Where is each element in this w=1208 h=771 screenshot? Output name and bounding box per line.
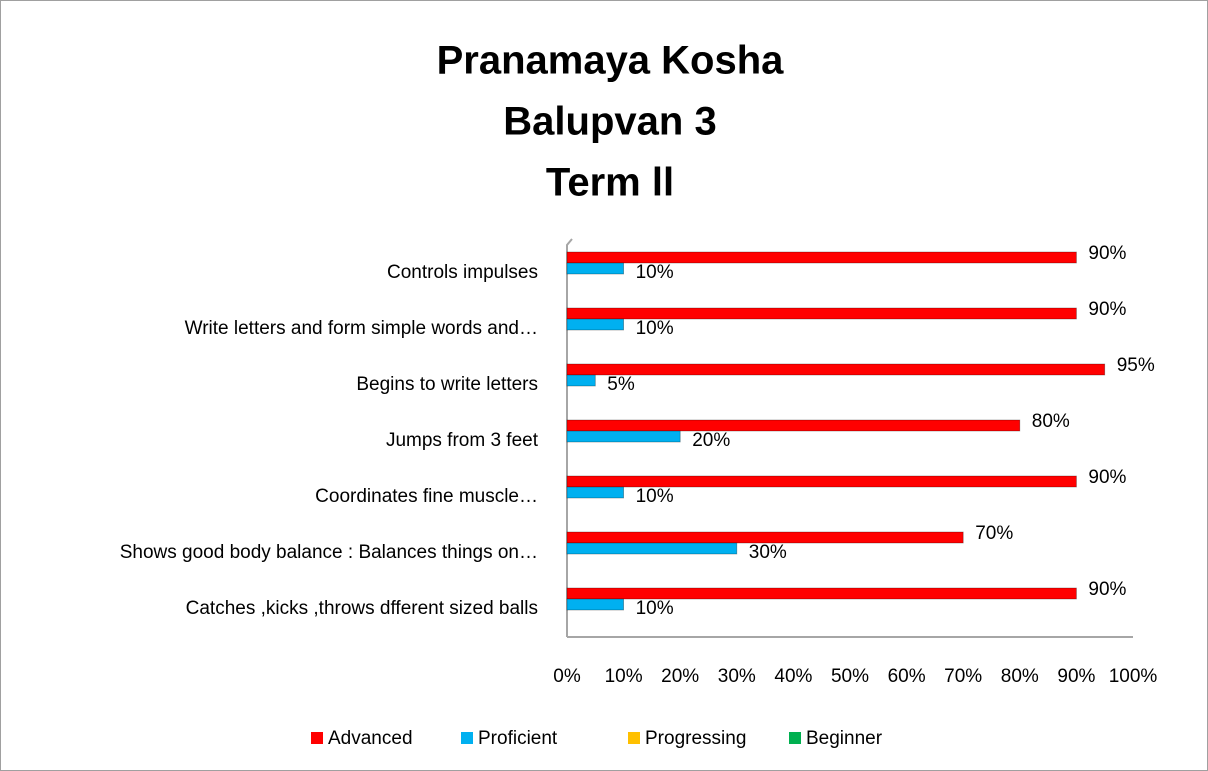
data-label: 10%	[636, 262, 674, 283]
y-tick-label: Shows good body balance : Balances thing…	[120, 542, 538, 563]
y-tick-label: Write letters and form simple words and…	[185, 318, 538, 339]
legend-label: Proficient	[478, 728, 558, 749]
y-tick-label: Begins to write letters	[356, 374, 538, 395]
chart-title: Pranamaya Kosha	[437, 39, 785, 83]
y-tick-label: Controls impulses	[387, 262, 538, 283]
legend-swatch	[628, 732, 640, 744]
bar	[566, 587, 1077, 600]
y-tick-label: Coordinates fine muscle…	[315, 486, 538, 507]
x-tick-label: 0%	[553, 666, 581, 687]
legend-label: Beginner	[806, 728, 883, 749]
data-label: 90%	[1088, 467, 1126, 488]
legend-swatch	[461, 732, 473, 744]
chart-title: Balupvan 3	[503, 100, 716, 144]
x-tick-label: 10%	[605, 666, 643, 687]
bar	[566, 598, 624, 611]
bar	[566, 486, 624, 499]
x-tick-label: 50%	[831, 666, 869, 687]
data-label: 10%	[636, 318, 674, 339]
bar	[566, 262, 624, 275]
data-label: 20%	[692, 430, 730, 451]
data-label: 95%	[1117, 355, 1155, 376]
bar	[566, 419, 1021, 432]
bar	[566, 374, 596, 387]
x-tick-label: 40%	[774, 666, 812, 687]
data-label: 10%	[636, 598, 674, 619]
data-label: 5%	[607, 374, 635, 395]
y-tick-label: Catches ,kicks ,throws dfferent sized ba…	[186, 598, 538, 619]
x-tick-label: 20%	[661, 666, 699, 687]
data-label: 70%	[975, 523, 1013, 544]
bar	[566, 531, 964, 544]
data-label: 80%	[1032, 411, 1070, 432]
y-axis	[566, 238, 573, 637]
data-label: 90%	[1088, 299, 1126, 320]
legend-swatch	[789, 732, 801, 744]
bar	[566, 251, 1077, 264]
bar	[566, 363, 1106, 376]
bar	[566, 430, 681, 443]
y-tick-label: Jumps from 3 feet	[386, 430, 539, 451]
data-label: 10%	[636, 486, 674, 507]
bar	[566, 318, 624, 331]
legend-swatch	[311, 732, 323, 744]
data-label: 30%	[749, 542, 787, 563]
x-tick-label: 30%	[718, 666, 756, 687]
bar	[566, 307, 1077, 320]
x-tick-label: 70%	[944, 666, 982, 687]
legend-label: Advanced	[328, 728, 413, 749]
x-tick-label: 100%	[1109, 666, 1158, 687]
bar	[566, 475, 1077, 488]
x-tick-label: 80%	[1001, 666, 1039, 687]
data-label: 90%	[1088, 243, 1126, 264]
x-tick-label: 90%	[1057, 666, 1095, 687]
chart-title: Term ll	[546, 161, 674, 205]
legend-label: Progressing	[645, 728, 746, 749]
data-label: 90%	[1088, 579, 1126, 600]
bar	[566, 542, 738, 555]
x-tick-label: 60%	[888, 666, 926, 687]
